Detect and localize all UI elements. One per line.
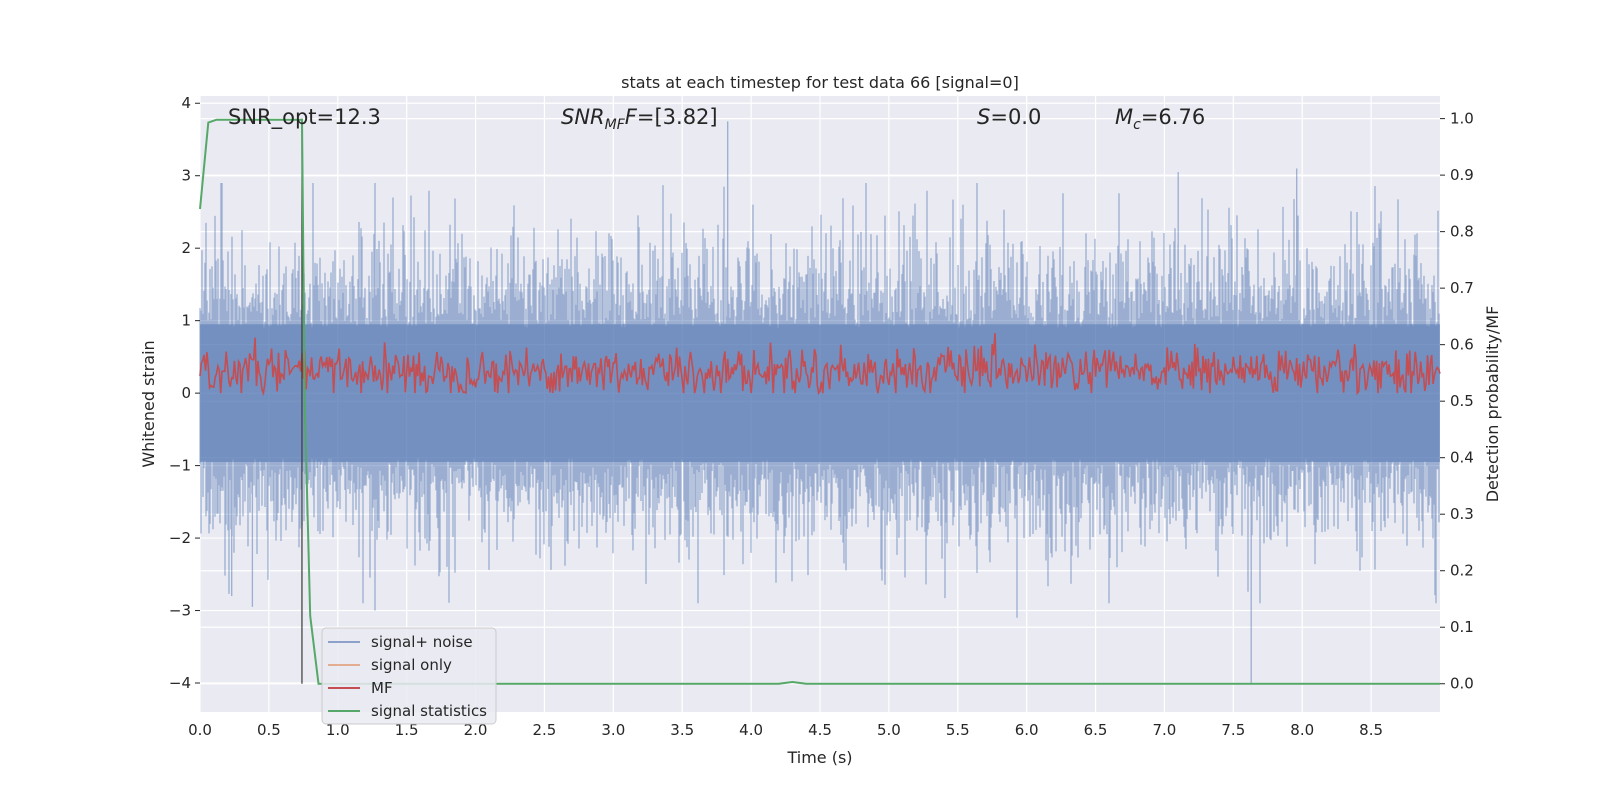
x-tick-labels: 0.0 0.5 1.0 1.5 2.0 2.5 3.0 3.5 4.0 4.5 5.0 5.5 6.0 6… [188,721,1383,739]
y-right-tick-label: 0.2 [1450,562,1474,580]
y-right-tick-label: 0.5 [1450,392,1474,410]
mf-line [199,332,1441,396]
legend-box [321,627,497,725]
y-right-tick-label: 0.7 [1450,279,1474,297]
x-tick-label: 3.0 [601,721,625,739]
mf-series [199,332,1441,396]
y-right-tick-label: 0.4 [1450,449,1474,467]
x-tick-label: 1.5 [395,721,419,739]
signal-noise-core [200,324,1440,462]
y-right-axis-label: Detection probability/MF [1483,306,1502,503]
x-tick-label: 4.0 [739,721,763,739]
x-tick-label: 8.5 [1359,721,1383,739]
x-tick-label: 7.5 [1221,721,1245,739]
x-tick-label: 4.5 [808,721,832,739]
mc-annotation: Mc=6.76 [1115,105,1205,133]
x-tick-label: 1.0 [326,721,350,739]
y-tick-label: 2 [181,239,191,257]
y-tick-label: −1 [169,457,191,475]
x-tick-label: 0.5 [257,721,281,739]
y-tick-label: 4 [181,94,191,112]
legend-label-signal-statistics: signal statistics [371,702,487,720]
y-tick-labels: 4 3 2 1 0 −1 −2 −3 −4 [169,94,200,692]
y-tick-label: −4 [169,674,191,692]
y-right-tick-label: 1.0 [1450,110,1474,128]
snr-opt-annotation: SNR_opt=12.3 [228,105,381,130]
y-right-tick-label: 0.8 [1450,223,1474,241]
legend-label-signal-only: signal only [371,656,452,674]
legend: signal+ noise signal only MF signal stat… [321,627,497,725]
y-tick-label: 3 [181,167,191,185]
y-tick-label: 1 [181,312,191,330]
y-right-tick-labels: 1.0 0.9 0.8 0.7 0.6 0.5 0.4 0.3 0.2 0.1 0.0 [1440,110,1474,693]
y-axis-label: Whitened strain [139,340,158,467]
legend-label-signal-noise: signal+ noise [371,633,473,651]
snr-mf-annotation: SNRMFF=[3.82] [561,105,718,133]
x-tick-label: 2.5 [533,721,557,739]
y-right-tick-label: 0.0 [1450,675,1474,693]
s-annotation: S=0.0 [977,105,1041,129]
y-tick-label: −3 [169,602,191,620]
x-tick-label: 6.0 [1015,721,1039,739]
x-tick-label: 5.0 [877,721,901,739]
x-tick-label: 7.0 [1153,721,1177,739]
legend-label-mf: MF [371,679,393,697]
y-tick-label: −2 [169,529,191,547]
y-right-tick-label: 0.6 [1450,336,1474,354]
x-tick-label: 3.5 [670,721,694,739]
y-right-tick-label: 0.9 [1450,166,1474,184]
x-tick-label: 6.5 [1084,721,1108,739]
x-tick-label: 2.0 [464,721,488,739]
x-tick-label: 8.0 [1290,721,1314,739]
y-right-tick-label: 0.1 [1450,618,1474,636]
x-axis-label: Time (s) [786,748,852,767]
chart-title: stats at each timestep for test data 66 … [621,73,1019,92]
y-tick-label: 0 [181,384,191,402]
signal-noise-series [199,121,1440,683]
x-tick-label: 5.5 [946,721,970,739]
y-right-tick-label: 0.3 [1450,505,1474,523]
x-tick-label: 0.0 [188,721,212,739]
